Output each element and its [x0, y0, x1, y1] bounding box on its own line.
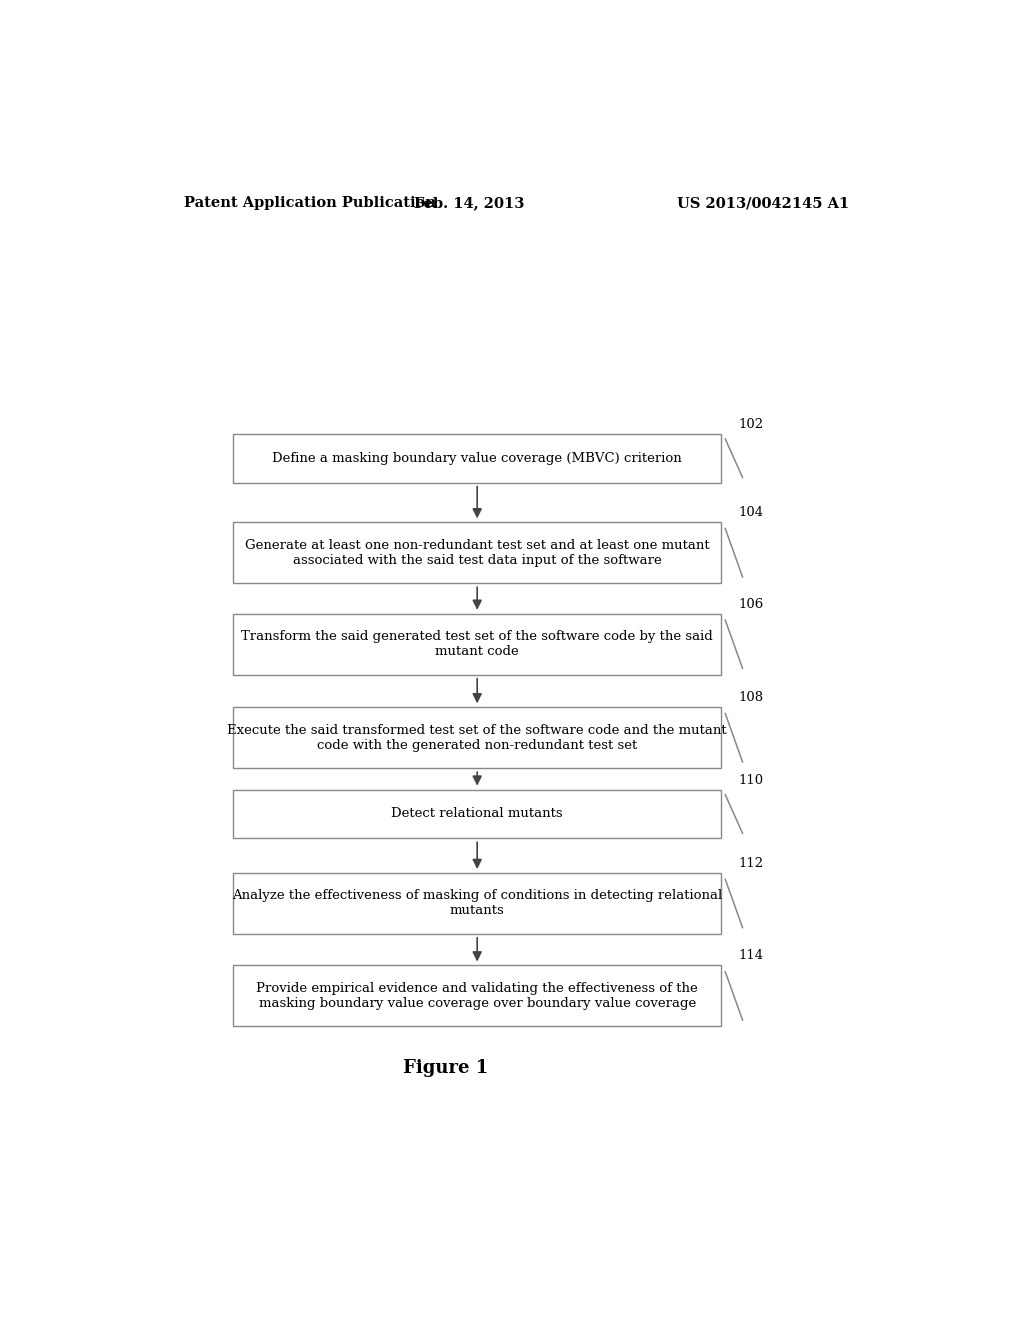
FancyBboxPatch shape [233, 708, 721, 768]
Text: 112: 112 [738, 857, 764, 870]
Text: Transform the said generated test set of the software code by the said
mutant co: Transform the said generated test set of… [242, 630, 713, 659]
Text: Generate at least one non-redundant test set and at least one mutant
associated : Generate at least one non-redundant test… [245, 539, 710, 566]
FancyBboxPatch shape [233, 614, 721, 675]
Text: Feb. 14, 2013: Feb. 14, 2013 [414, 197, 524, 210]
Text: Detect relational mutants: Detect relational mutants [391, 808, 563, 821]
FancyBboxPatch shape [233, 965, 721, 1027]
FancyBboxPatch shape [233, 434, 721, 483]
Text: 106: 106 [738, 598, 764, 611]
Text: Patent Application Publication: Patent Application Publication [183, 197, 435, 210]
FancyBboxPatch shape [233, 523, 721, 583]
Text: 108: 108 [738, 692, 764, 704]
Text: Define a masking boundary value coverage (MBVC) criterion: Define a masking boundary value coverage… [272, 451, 682, 465]
Text: 102: 102 [738, 418, 764, 430]
Text: 110: 110 [738, 774, 764, 787]
Text: Figure 1: Figure 1 [402, 1059, 488, 1077]
Text: 114: 114 [738, 949, 764, 962]
FancyBboxPatch shape [233, 873, 721, 935]
Text: US 2013/0042145 A1: US 2013/0042145 A1 [677, 197, 849, 210]
Text: Analyze the effectiveness of masking of conditions in detecting relational
mutan: Analyze the effectiveness of masking of … [232, 890, 722, 917]
Text: 104: 104 [738, 507, 764, 519]
Text: Provide empirical evidence and validating the effectiveness of the
masking bound: Provide empirical evidence and validatin… [256, 982, 698, 1010]
Text: Execute the said transformed test set of the software code and the mutant
code w: Execute the said transformed test set of… [227, 723, 727, 752]
FancyBboxPatch shape [233, 789, 721, 838]
